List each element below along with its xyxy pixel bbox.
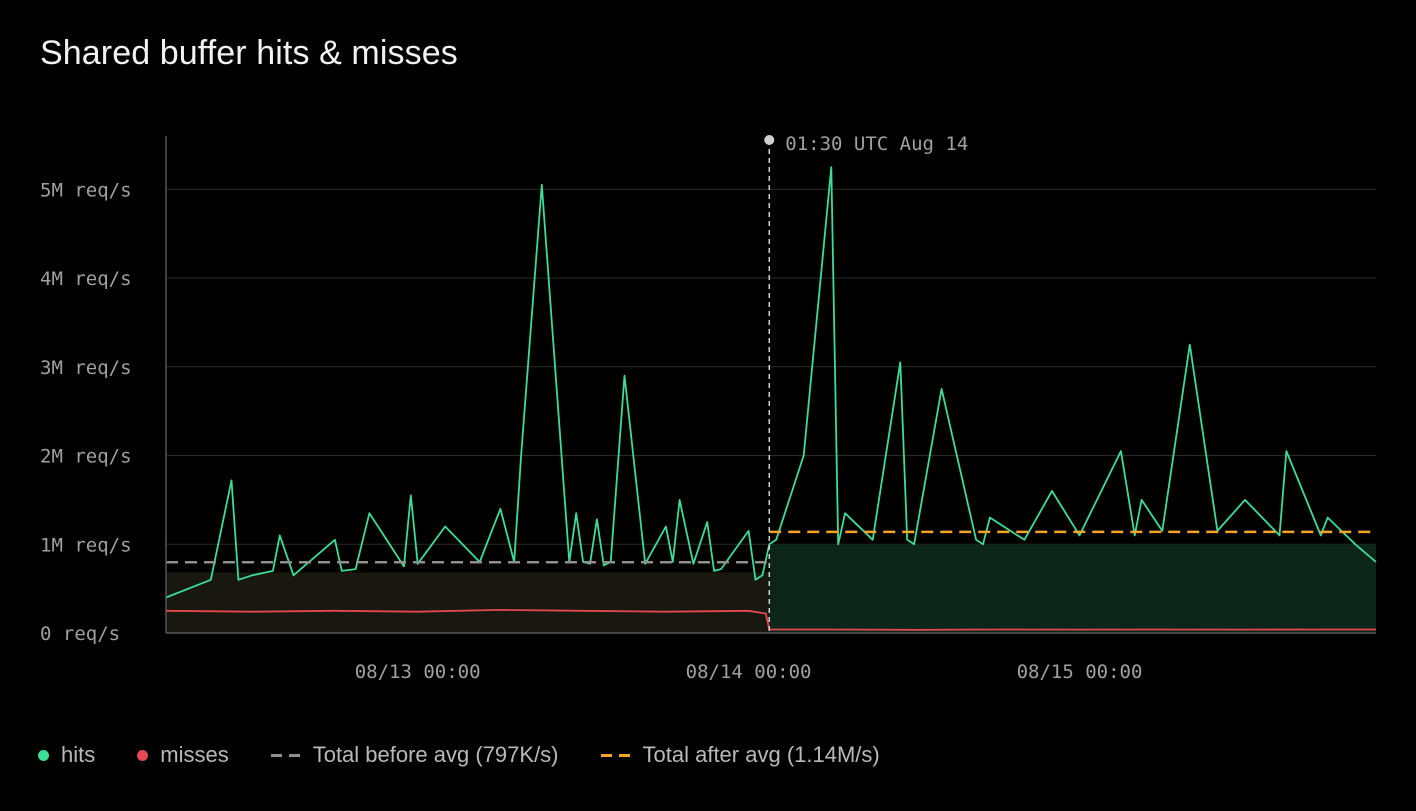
chart-title: Shared buffer hits & misses — [40, 34, 458, 72]
x-tick-label: 08/14 00:00 — [686, 661, 812, 683]
series-line-hits — [165, 166, 1377, 599]
before-area-shade — [166, 572, 770, 633]
legend-item-hits[interactable]: hits — [38, 742, 95, 768]
legend-misses-label: misses — [160, 742, 229, 767]
series-line-misses — [165, 609, 1376, 631]
x-tick-label: 08/15 00:00 — [1017, 661, 1143, 683]
legend-item-after-avg[interactable]: Total after avg (1.14M/s) — [600, 742, 880, 768]
y-tick-label: 3M req/s — [40, 357, 132, 379]
chart-canvas[interactable]: 0 req/s 1M req/s 2M req/s 3M req/s 4M req/s 5… — [0, 0, 1416, 720]
y-tick-label: 0 req/s — [40, 623, 120, 645]
legend-before-dash — [270, 753, 301, 757]
legend-hits-dot — [38, 749, 49, 761]
legend-hits-label: hits — [61, 742, 96, 767]
legend-misses-dot — [137, 749, 149, 761]
legend-item-misses[interactable]: misses — [137, 742, 229, 768]
after-area-shade — [769, 544, 1376, 633]
y-tick-label: 1M req/s — [40, 534, 132, 556]
legend-after-label: Total after avg (1.14M/s) — [642, 742, 880, 767]
legend-after-dash — [600, 753, 631, 757]
legend-item-before-avg[interactable]: Total before avg (797K/s) — [270, 742, 559, 768]
chart-legend: hits misses Total before avg (797K/s) To… — [38, 742, 922, 768]
y-tick-label: 2M req/s — [40, 446, 132, 468]
marker-label: 01:30 UTC Aug 14 — [785, 133, 968, 155]
y-tick-label: 5M req/s — [40, 179, 132, 201]
legend-before-label: Total before avg (797K/s) — [312, 742, 559, 767]
y-tick-label: 4M req/s — [40, 268, 132, 290]
marker-dot — [764, 135, 775, 145]
x-tick-label: 08/13 00:00 — [355, 661, 481, 683]
